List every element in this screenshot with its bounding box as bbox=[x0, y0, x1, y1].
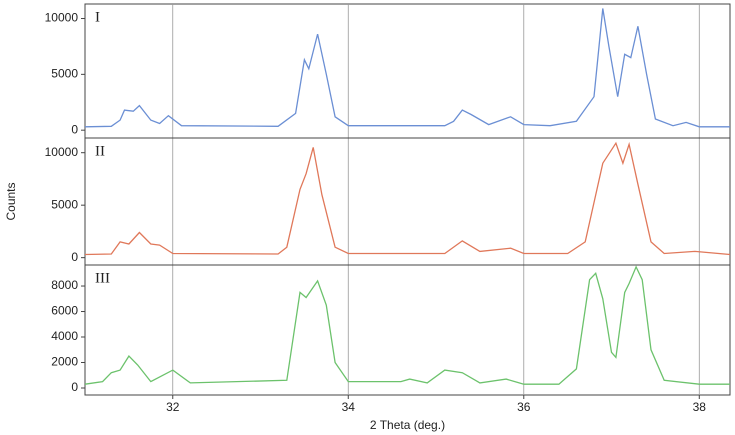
x-axis-label: 2 Theta (deg.) bbox=[370, 418, 445, 432]
panel-label: III bbox=[95, 270, 110, 286]
data-line bbox=[84, 141, 731, 256]
y-tick-label: 0 bbox=[71, 380, 78, 394]
x-tick-label: 38 bbox=[693, 400, 707, 414]
panel-label: II bbox=[95, 143, 105, 159]
y-tick-label: 2000 bbox=[51, 355, 78, 369]
y-tick-label: 5000 bbox=[51, 67, 78, 81]
y-tick-label: 5000 bbox=[51, 197, 78, 211]
y-tick-label: 10000 bbox=[45, 145, 79, 159]
y-tick-label: 4000 bbox=[51, 329, 78, 343]
y-tick-label: 0 bbox=[71, 122, 78, 136]
y-tick-label: 8000 bbox=[51, 278, 78, 292]
x-tick-label: 36 bbox=[517, 400, 531, 414]
frame bbox=[84, 3, 731, 396]
y-tick-label: 0 bbox=[71, 250, 78, 264]
data-line bbox=[84, 8, 730, 128]
y-tick-label: 10000 bbox=[45, 11, 79, 25]
x-tick-label: 32 bbox=[166, 400, 180, 414]
panel-label: I bbox=[95, 9, 100, 25]
y-tick-label: 6000 bbox=[51, 304, 78, 318]
y-axis-label: Counts bbox=[4, 182, 18, 220]
x-tick-label: 34 bbox=[342, 400, 356, 414]
data-line bbox=[84, 265, 730, 385]
